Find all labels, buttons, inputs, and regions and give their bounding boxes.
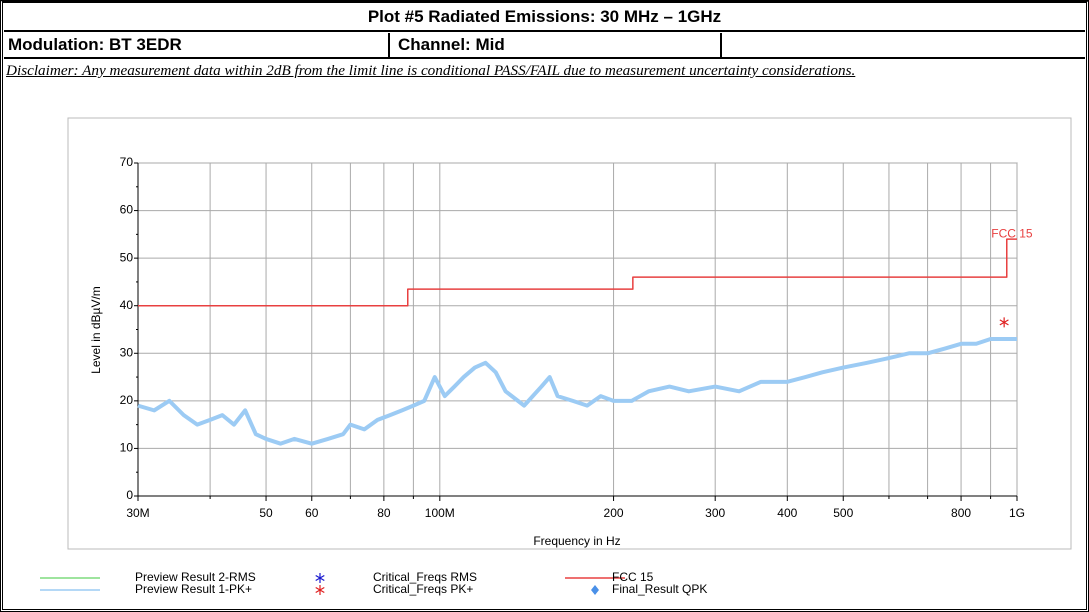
legend-label: FCC 15 [612, 570, 654, 584]
x-tick-label: 100M [425, 506, 455, 520]
legend-swatch [591, 585, 599, 595]
y-tick-label: 40 [120, 298, 134, 312]
y-tick-label: 0 [126, 488, 133, 502]
legend-label: Final_Result QPK [612, 582, 707, 596]
chart-frame [67, 117, 1072, 550]
legend-label: Preview Result 2-RMS [135, 570, 256, 584]
plot-area [137, 162, 1018, 497]
legend-label: Preview Result 1-PK+ [135, 582, 252, 596]
x-tick-label: 50 [259, 506, 273, 520]
x-tick-label: 400 [777, 506, 797, 520]
y-tick-label: 30 [120, 345, 134, 359]
y-tick-label: 70 [120, 155, 134, 169]
legend-swatch [315, 585, 325, 595]
annotation: FCC 15 [991, 227, 1033, 241]
legend-swatch [315, 573, 325, 583]
title: Plot #5 Radiated Emissions: 30 MHz – 1GH… [4, 4, 1085, 32]
x-tick-label: 1G [1009, 506, 1025, 520]
x-tick-label: 60 [305, 506, 319, 520]
x-tick-label: 300 [705, 506, 725, 520]
legend-label: Critical_Freqs PK+ [373, 582, 473, 596]
x-axis-label: Frequency in Hz [533, 534, 620, 548]
modulation: Modulation: BT 3EDR [4, 33, 390, 59]
disclaimer: Disclaimer: Any measurement data within … [6, 62, 856, 79]
y-tick-label: 50 [120, 250, 134, 264]
legend-label: Critical_Freqs RMS [373, 570, 477, 584]
y-tick-label: 60 [120, 203, 134, 217]
x-tick-label: 500 [833, 506, 853, 520]
series-line [137, 337, 1017, 446]
x-tick-label: 30M [126, 506, 149, 520]
x-tick-label: 80 [377, 506, 391, 520]
asterisk-stroke [315, 586, 325, 594]
y-axis-label: Level in dBµV/m [89, 286, 103, 374]
x-tick-label: 200 [604, 506, 624, 520]
marker [999, 317, 1009, 328]
y-tick-label: 20 [120, 393, 134, 407]
y-tick-label: 10 [120, 441, 134, 455]
asterisk-stroke [999, 319, 1009, 326]
series-line [138, 238, 1017, 307]
asterisk-stroke [315, 574, 325, 582]
empty-cell [722, 33, 1085, 59]
channel: Channel: Mid [390, 33, 722, 59]
x-tick-label: 800 [951, 506, 971, 520]
